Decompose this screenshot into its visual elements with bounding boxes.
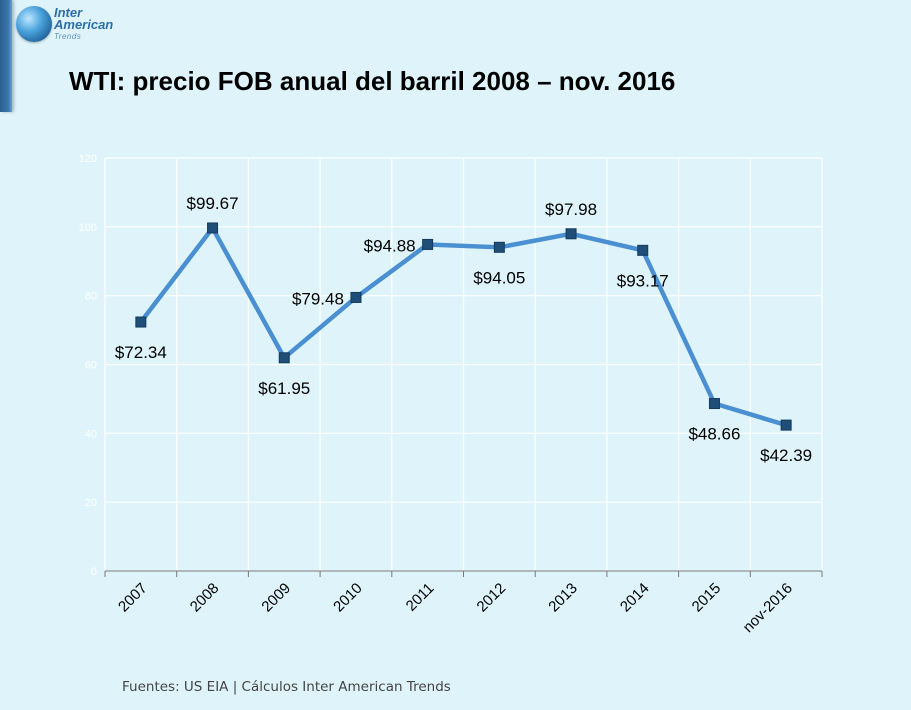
left-accent-bar xyxy=(0,0,12,112)
data-point xyxy=(135,316,147,328)
logo-text: Inter American Trends xyxy=(54,5,114,43)
x-tick-label: 2007 xyxy=(115,580,151,616)
data-point xyxy=(278,352,290,364)
x-tick-label: 2010 xyxy=(330,580,366,616)
data-label: $93.17 xyxy=(617,271,669,290)
x-tick-label: 2014 xyxy=(617,580,653,616)
data-point xyxy=(565,228,577,240)
data-label: $48.66 xyxy=(688,425,740,444)
y-tick-label: 100 xyxy=(79,222,97,234)
logo-line-2: American xyxy=(54,17,114,32)
data-label: $61.95 xyxy=(258,379,310,398)
logo-line-1: Inter xyxy=(54,5,83,20)
data-point xyxy=(708,398,720,410)
data-label: $97.98 xyxy=(545,200,597,219)
y-tick-label: 80 xyxy=(85,291,97,303)
data-label: $79.48 xyxy=(292,289,344,308)
x-tick-label: 2009 xyxy=(258,580,294,616)
data-label: $72.34 xyxy=(115,343,167,362)
logo-line-3: Trends xyxy=(54,32,82,41)
x-tick-label: 2015 xyxy=(689,580,725,616)
globe-icon xyxy=(16,6,52,42)
x-tick-label: 2013 xyxy=(545,580,581,616)
y-tick-label: 0 xyxy=(91,566,97,578)
data-point xyxy=(493,241,505,253)
data-point xyxy=(350,291,362,303)
x-tick-label: nov-2016 xyxy=(740,580,796,636)
y-tick-label: 20 xyxy=(85,497,97,509)
x-tick-label: 2008 xyxy=(187,580,223,616)
data-label: $42.39 xyxy=(760,446,812,465)
x-tick-label: 2011 xyxy=(403,580,438,615)
y-tick-label: 40 xyxy=(85,428,97,440)
data-label: $94.05 xyxy=(473,268,525,287)
data-point xyxy=(422,238,434,250)
data-point xyxy=(780,419,792,431)
chart-title: WTI: precio FOB anual del barril 2008 – … xyxy=(69,66,676,96)
y-tick-label: 60 xyxy=(85,360,97,372)
x-tick-label: 2012 xyxy=(474,580,510,616)
logo: Inter American Trends xyxy=(16,4,126,44)
series-line xyxy=(138,225,789,428)
data-point xyxy=(637,244,649,256)
data-label: $94.88 xyxy=(364,236,416,255)
y-tick-label: 120 xyxy=(79,153,97,165)
source-footer: Fuentes: US EIA | Cálculos Inter America… xyxy=(122,679,451,695)
data-point xyxy=(207,222,219,234)
data-label: $99.67 xyxy=(187,194,239,213)
